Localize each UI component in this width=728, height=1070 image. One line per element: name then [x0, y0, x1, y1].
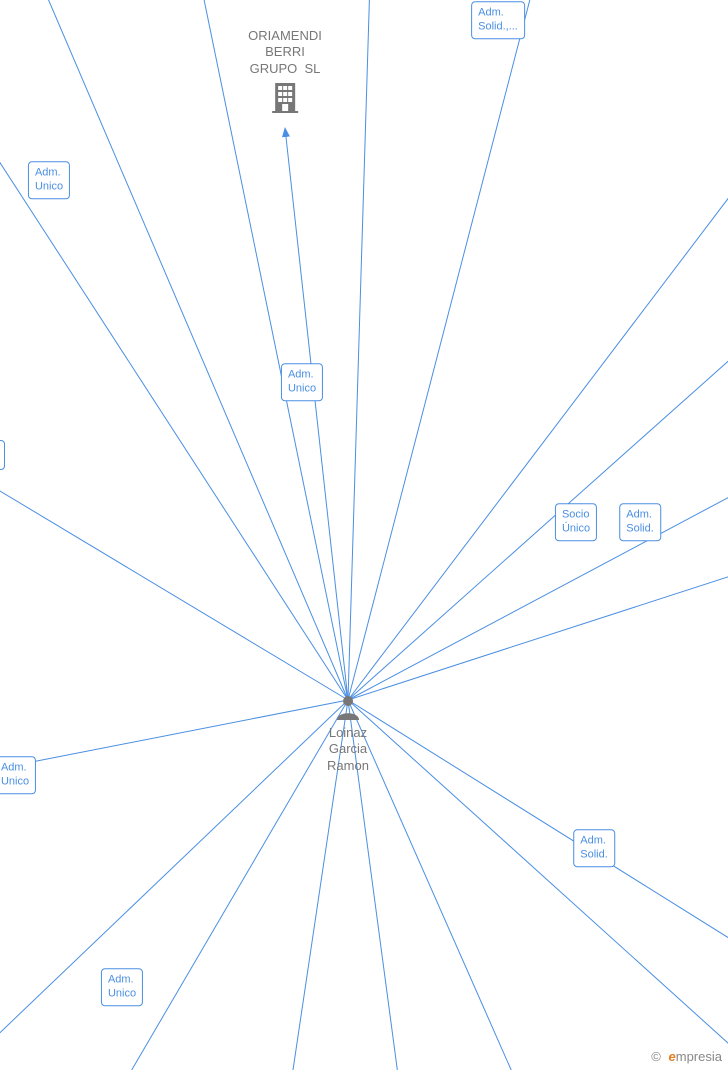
watermark-rest: mpresia	[676, 1049, 722, 1064]
edge-line	[285, 128, 348, 700]
node-company-label: ORIAMENDI BERRI GRUPO SL	[248, 28, 322, 77]
edge-label	[0, 440, 5, 470]
edge-line	[0, 700, 348, 780]
person-icon	[327, 694, 369, 725]
copyright-symbol: ©	[651, 1049, 661, 1064]
edge-label: Adm. Solid.	[573, 829, 615, 867]
edge-label: Adm. Unico	[28, 161, 70, 199]
edge-line	[348, 0, 535, 700]
edge-line	[348, 700, 520, 1070]
watermark: © empresia	[651, 1049, 722, 1064]
edge-line	[348, 0, 370, 700]
edge-label: Adm. Unico	[0, 756, 36, 794]
edge-line	[0, 700, 348, 1070]
edge-label: Adm. Solid.	[619, 503, 661, 541]
node-person-label: Loinaz Garcia Ramon	[327, 725, 369, 774]
edge-label: Adm. Unico	[281, 363, 323, 401]
building-icon	[248, 81, 322, 118]
node-company[interactable]: ORIAMENDI BERRI GRUPO SL	[248, 28, 322, 118]
edge-line	[348, 470, 728, 700]
edge-label: Socio Único	[555, 503, 597, 541]
edge-label: Adm. Unico	[101, 968, 143, 1006]
edge-line	[348, 700, 728, 970]
edge-line	[348, 130, 728, 700]
edge-label: Adm. Solid.,...	[471, 1, 525, 39]
watermark-e: e	[669, 1049, 676, 1064]
edge-line	[348, 315, 728, 700]
node-person[interactable]: Loinaz Garcia Ramon	[327, 690, 369, 774]
edge-line	[348, 560, 728, 700]
edge-line	[348, 700, 728, 1070]
